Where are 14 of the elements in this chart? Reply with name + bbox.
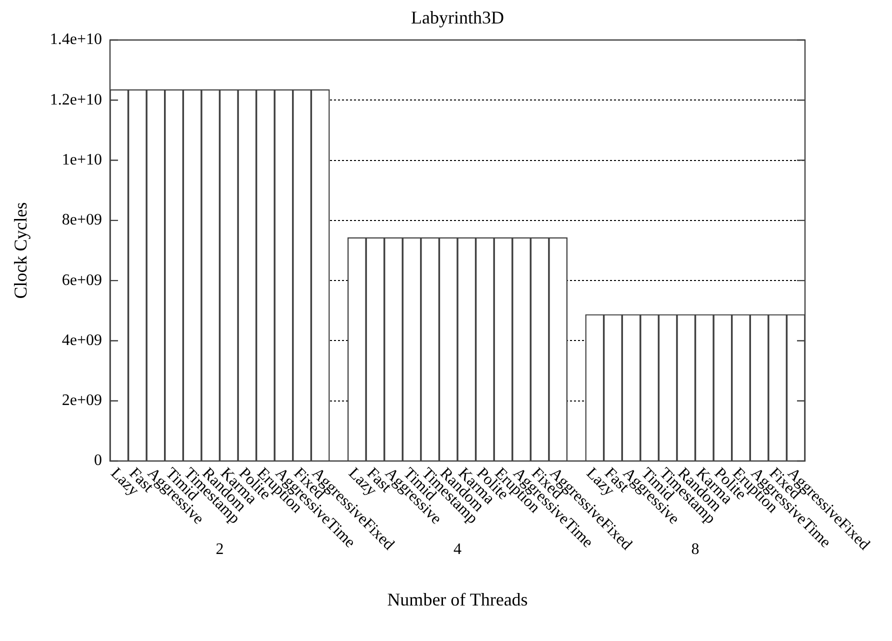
y-tick-label: 2e+09 xyxy=(62,392,102,410)
y-tick-label: 1.2e+10 xyxy=(50,91,102,108)
y-tick-label: 4e+09 xyxy=(62,332,102,349)
text: 2 xyxy=(216,541,224,558)
y-tick-label: 6e+09 xyxy=(62,272,102,289)
text: 4 xyxy=(454,541,462,558)
y-tick-label: 1.4e+10 xyxy=(50,31,102,48)
chart-title: Labyrinth3D xyxy=(411,8,504,28)
text: 8 xyxy=(691,541,700,558)
y-axis-title: Clock Cycles xyxy=(10,202,31,299)
y-tick-label: 1e+10 xyxy=(62,151,102,168)
x-axis-title: Number of Threads xyxy=(387,590,528,610)
y-tick-label: 0 xyxy=(94,452,102,470)
y-tick-label: 8e+09 xyxy=(62,212,102,229)
